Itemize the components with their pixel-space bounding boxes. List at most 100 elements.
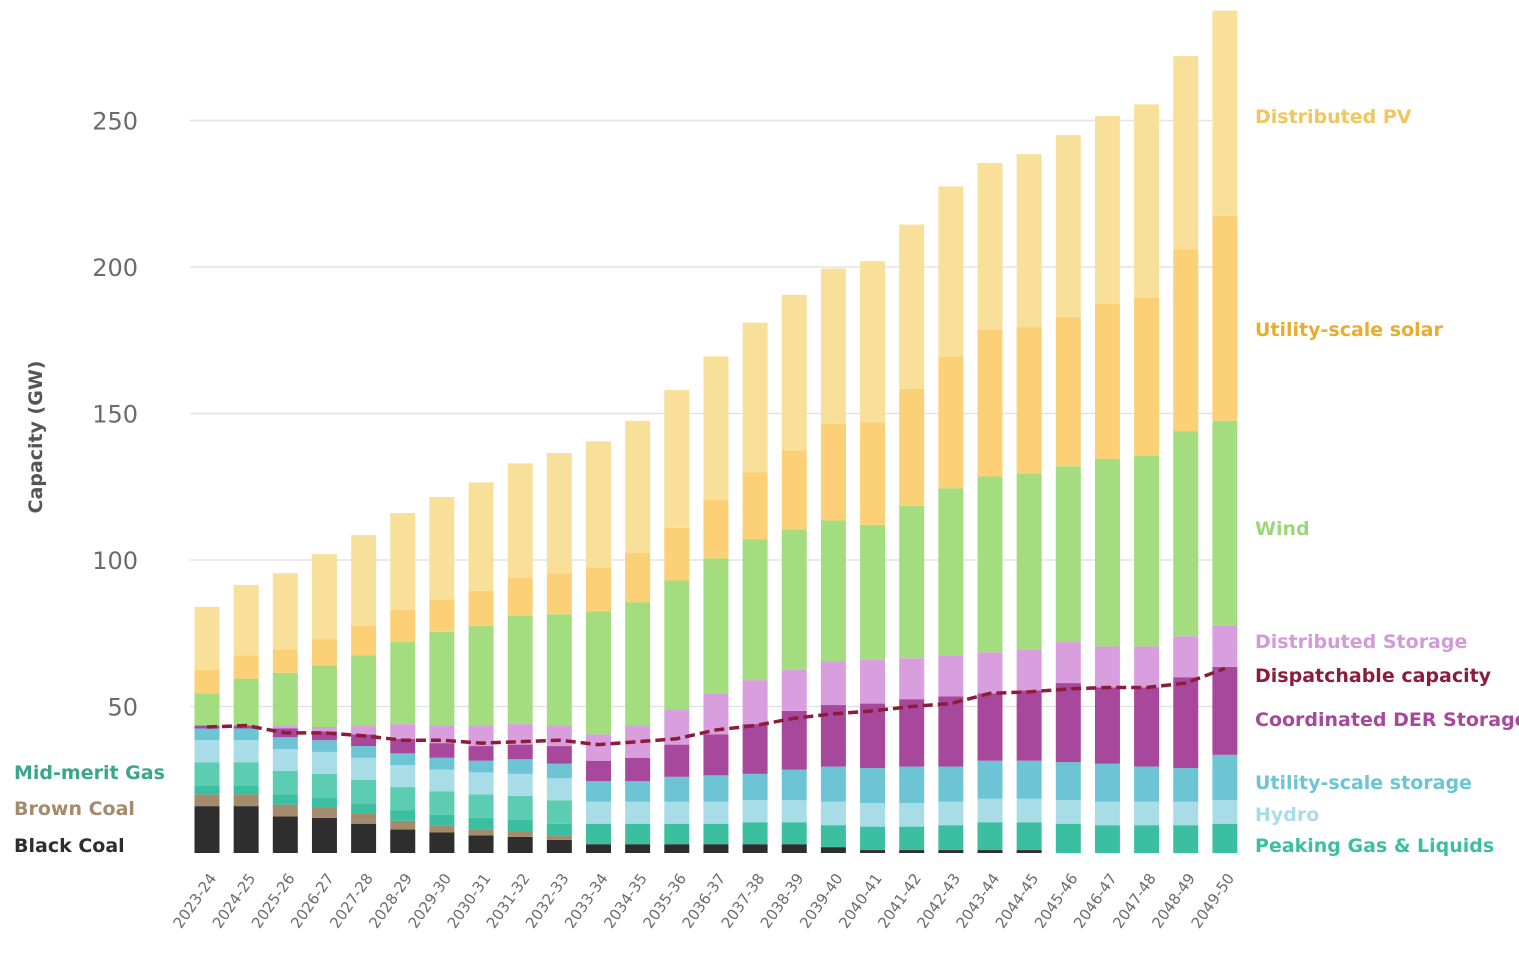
legend-label: Distributed PV bbox=[1255, 106, 1412, 128]
bar-segment bbox=[429, 769, 455, 792]
bar-segment bbox=[1016, 798, 1042, 823]
bar-segment bbox=[1055, 135, 1081, 317]
bar-segment bbox=[742, 724, 768, 774]
bar-segment bbox=[351, 803, 377, 814]
bar-segment bbox=[1173, 677, 1199, 769]
bar-segment bbox=[742, 844, 768, 853]
bar-segment bbox=[390, 513, 416, 610]
bar-segment bbox=[546, 614, 572, 726]
bar-segment bbox=[233, 584, 259, 656]
bar-segment bbox=[977, 822, 1003, 851]
bar-segment bbox=[820, 766, 846, 802]
bar-segment bbox=[546, 839, 572, 853]
y-axis-ticks: 50 100 150 200 250 bbox=[92, 108, 138, 722]
bar-segment bbox=[899, 224, 925, 389]
bar-segment bbox=[899, 699, 925, 767]
bar-segment bbox=[272, 672, 298, 726]
bar-segment bbox=[860, 826, 886, 851]
bar-segment bbox=[781, 294, 807, 451]
bar-segment bbox=[625, 844, 651, 853]
bar-segment bbox=[351, 535, 377, 626]
bar-segment bbox=[390, 829, 416, 853]
bar-segment bbox=[429, 832, 455, 853]
bar-segment bbox=[1212, 823, 1238, 853]
bar-segment bbox=[507, 795, 533, 820]
bar-segment bbox=[1212, 10, 1238, 216]
bar-segment bbox=[1134, 104, 1160, 298]
bar-segment bbox=[1016, 649, 1042, 691]
bar-segment bbox=[429, 631, 455, 726]
bar-segment bbox=[1094, 116, 1120, 304]
bar-segment bbox=[938, 850, 964, 853]
bar-segment bbox=[1212, 666, 1238, 755]
bar-segment bbox=[272, 816, 298, 853]
bars bbox=[194, 10, 1238, 853]
bar-segment bbox=[977, 798, 1003, 823]
bar-segment bbox=[1134, 455, 1160, 647]
bar-segment bbox=[899, 803, 925, 827]
bar-segment bbox=[1055, 823, 1081, 853]
bar-segment bbox=[1055, 683, 1081, 763]
bar-segment bbox=[1212, 420, 1238, 626]
bar-segment bbox=[1055, 316, 1081, 467]
bar-segment bbox=[233, 785, 259, 795]
bar-segment bbox=[860, 803, 886, 827]
y-tick-label: 100 bbox=[92, 547, 138, 575]
bar-segment bbox=[586, 801, 611, 824]
bar-segment bbox=[781, 529, 807, 670]
bar-segment bbox=[233, 728, 259, 741]
bar-segment bbox=[977, 850, 1003, 853]
bar-segment bbox=[586, 441, 611, 568]
bar-segment bbox=[625, 823, 651, 845]
bar-segment bbox=[703, 801, 729, 824]
bar-segment bbox=[820, 847, 846, 853]
bar-segment bbox=[351, 734, 377, 747]
bar-segment bbox=[272, 770, 298, 795]
bar-segment bbox=[860, 524, 886, 660]
bar-segment bbox=[468, 760, 494, 773]
bar-segment bbox=[586, 844, 611, 853]
bar-segment bbox=[938, 655, 964, 697]
bar-segment bbox=[664, 801, 690, 824]
bar-segment bbox=[899, 388, 925, 506]
bar-segment bbox=[272, 725, 298, 729]
legend-label: Dispatchable capacity bbox=[1255, 665, 1492, 687]
bar-segment bbox=[703, 558, 729, 694]
bar-segment bbox=[233, 762, 259, 786]
bar-segment bbox=[507, 831, 533, 837]
bar-segment bbox=[507, 463, 533, 578]
bar-segment bbox=[468, 829, 494, 836]
bar-segment bbox=[1055, 466, 1081, 643]
bar-segment bbox=[429, 814, 455, 826]
bar-segment bbox=[977, 693, 1003, 761]
bar-segment bbox=[1016, 760, 1042, 799]
bar-segment bbox=[860, 768, 886, 804]
bar-segment bbox=[546, 725, 572, 747]
bar-segment bbox=[625, 801, 651, 824]
bar-segment bbox=[194, 740, 220, 763]
bar-segment bbox=[1094, 687, 1120, 764]
bar-segment bbox=[429, 791, 455, 815]
bar-segment bbox=[742, 822, 768, 845]
bar-segment bbox=[351, 779, 377, 804]
bar-segment bbox=[546, 763, 572, 779]
bar-segment bbox=[860, 422, 886, 525]
bar-segment bbox=[703, 356, 729, 500]
bar-segment bbox=[468, 817, 494, 830]
bar-segment bbox=[468, 772, 494, 795]
bar-segment bbox=[703, 844, 729, 853]
bar-segment bbox=[390, 724, 416, 739]
bar-segment bbox=[390, 738, 416, 754]
bar-segment bbox=[546, 835, 572, 840]
bar-segment bbox=[1016, 327, 1042, 474]
bar-segment bbox=[1055, 800, 1081, 824]
bar-segment bbox=[1173, 636, 1199, 678]
bar-segment bbox=[546, 823, 572, 836]
bar-segment bbox=[233, 740, 259, 763]
bar-segment bbox=[742, 539, 768, 681]
bar-segment bbox=[311, 751, 337, 774]
bar-segment bbox=[1094, 825, 1120, 853]
bar-segment bbox=[977, 329, 1003, 477]
bar-segment bbox=[194, 606, 220, 670]
bar-segment bbox=[429, 757, 455, 770]
